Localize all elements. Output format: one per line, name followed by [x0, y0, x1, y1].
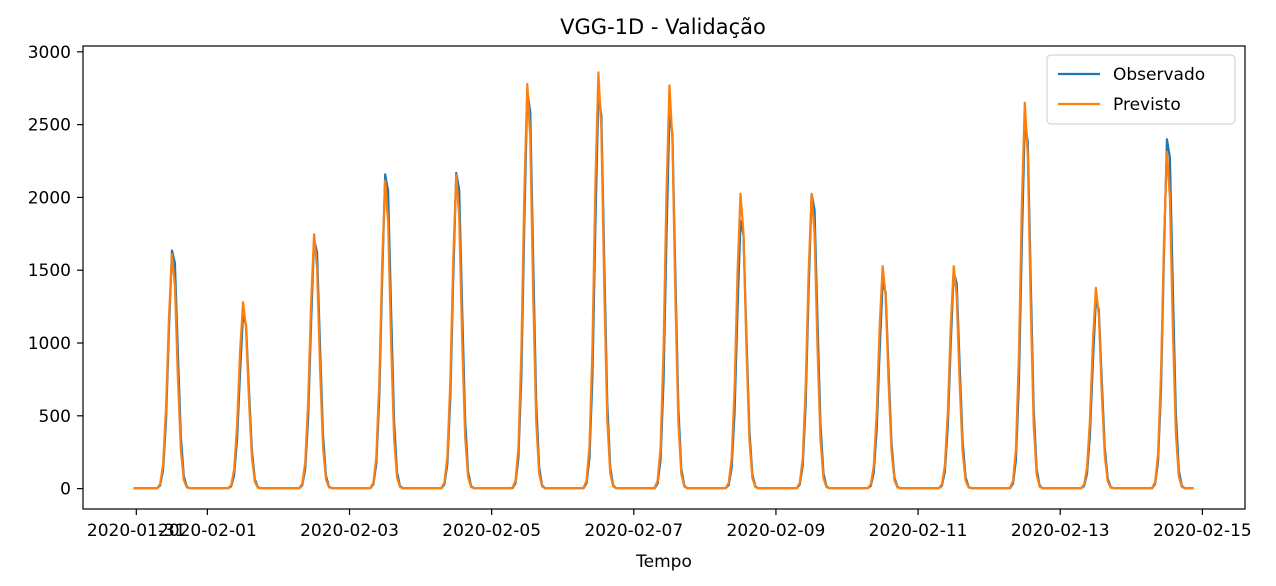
x-tick-label: 2020-02-11 [869, 521, 968, 541]
legend: Observado Previsto [1046, 54, 1236, 125]
series-layer [133, 71, 1194, 490]
x-tick-label: 2020-02-03 [300, 521, 399, 541]
y-tick-label: 3000 [28, 43, 71, 63]
y-tick-label: 1500 [28, 261, 71, 281]
x-tick-label: 2020-02-13 [1011, 521, 1110, 541]
legend-label-previsto: Previsto [1113, 95, 1181, 115]
x-tick-label: 2020-02-01 [158, 521, 257, 541]
y-tick-label: 2000 [28, 188, 71, 208]
x-tick-label: 2020-02-07 [584, 521, 683, 541]
y-tick-label: 0 [60, 480, 71, 500]
x-axis-label: Tempo [635, 552, 692, 572]
y-tick-label: 2500 [28, 116, 71, 136]
chart-title: VGG-1D - Validação [560, 15, 766, 39]
x-tick-label: 2020-02-09 [727, 521, 826, 541]
plot-area [82, 45, 1246, 510]
y-tick-label: 1000 [28, 334, 71, 354]
legend-label-observado: Observado [1113, 65, 1205, 85]
x-tick-label: 2020-02-15 [1153, 521, 1252, 541]
series-line-previsto [133, 71, 1194, 490]
x-tick-label: 2020-02-05 [442, 521, 541, 541]
legend-box [1046, 54, 1236, 125]
y-axis: 0 500 1000 1500 2000 2500 3000 [28, 43, 83, 500]
y-tick-label: 500 [39, 407, 71, 427]
x-tick-label: 2020-01-31 [87, 521, 186, 541]
plot-frame [82, 45, 1246, 510]
